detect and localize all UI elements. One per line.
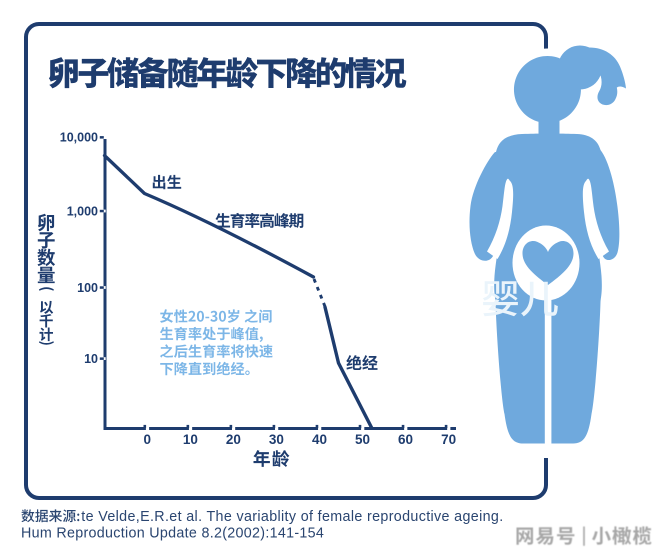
svg-text:60: 60: [398, 432, 413, 447]
svg-text:10,000: 10,000: [60, 131, 98, 145]
svg-text:50: 50: [355, 432, 370, 447]
svg-text:20: 20: [226, 432, 241, 447]
svg-text:70: 70: [441, 432, 456, 447]
svg-text:40: 40: [312, 432, 327, 447]
svg-text:Hum Reproduction Update 8.2(20: Hum Reproduction Update 8.2(2002):141-15…: [21, 526, 324, 542]
svg-text:30: 30: [269, 432, 284, 447]
svg-text:0: 0: [144, 432, 152, 447]
svg-text:1,000: 1,000: [67, 204, 98, 218]
svg-text:10: 10: [84, 352, 98, 366]
svg-text:te Velde,E.R.et al. The variab: te Velde,E.R.et al. The variablity of fe…: [81, 509, 503, 525]
svg-text:10: 10: [183, 432, 198, 447]
svg-text:100: 100: [77, 281, 98, 295]
